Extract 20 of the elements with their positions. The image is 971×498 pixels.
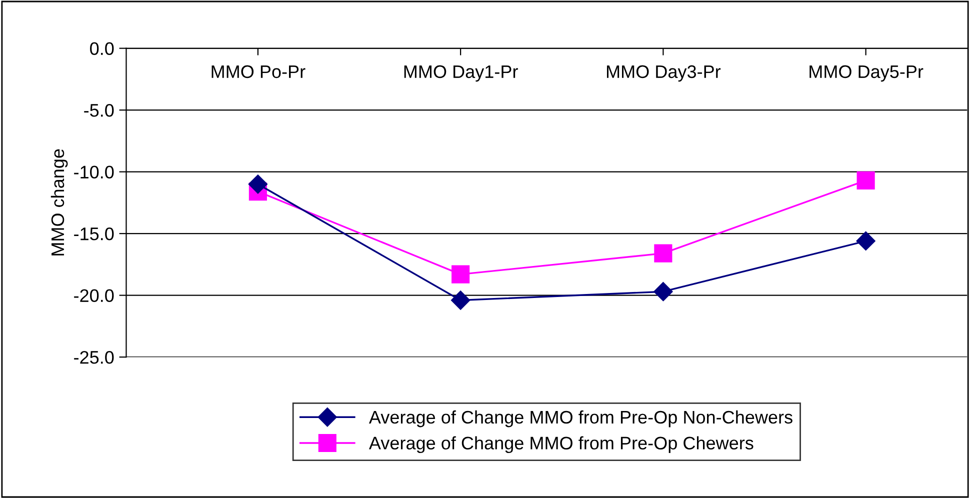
legend-label: Average of Change MMO from Pre-Op Non-Chewers xyxy=(368,410,792,428)
y-axis-title: MMO change xyxy=(50,149,68,256)
point xyxy=(654,244,672,262)
y-tick-label: -5.0 xyxy=(84,104,114,117)
y-tick-label: -20.0 xyxy=(74,289,114,302)
x-tick-label: MMO Day5-Pr xyxy=(810,65,924,82)
y-tick-label: 0.0 xyxy=(90,42,114,56)
point xyxy=(654,282,673,302)
point xyxy=(451,290,470,310)
point xyxy=(856,171,875,190)
point xyxy=(452,265,470,284)
y-tick-label: -10.0 xyxy=(74,166,114,179)
legend-label: Average of Change MMO from Pre-Op Chewers xyxy=(368,436,754,454)
point xyxy=(248,174,268,194)
point xyxy=(856,231,876,251)
y-tick-label: -25.0 xyxy=(74,351,114,364)
x-tick-label: MMO Po-Pr xyxy=(212,65,306,78)
x-tick-label: MMO Day1-Pr xyxy=(404,65,518,82)
y-tick-label: -15.0 xyxy=(74,227,114,240)
x-tick-label: MMO Day3-Pr xyxy=(606,65,721,82)
